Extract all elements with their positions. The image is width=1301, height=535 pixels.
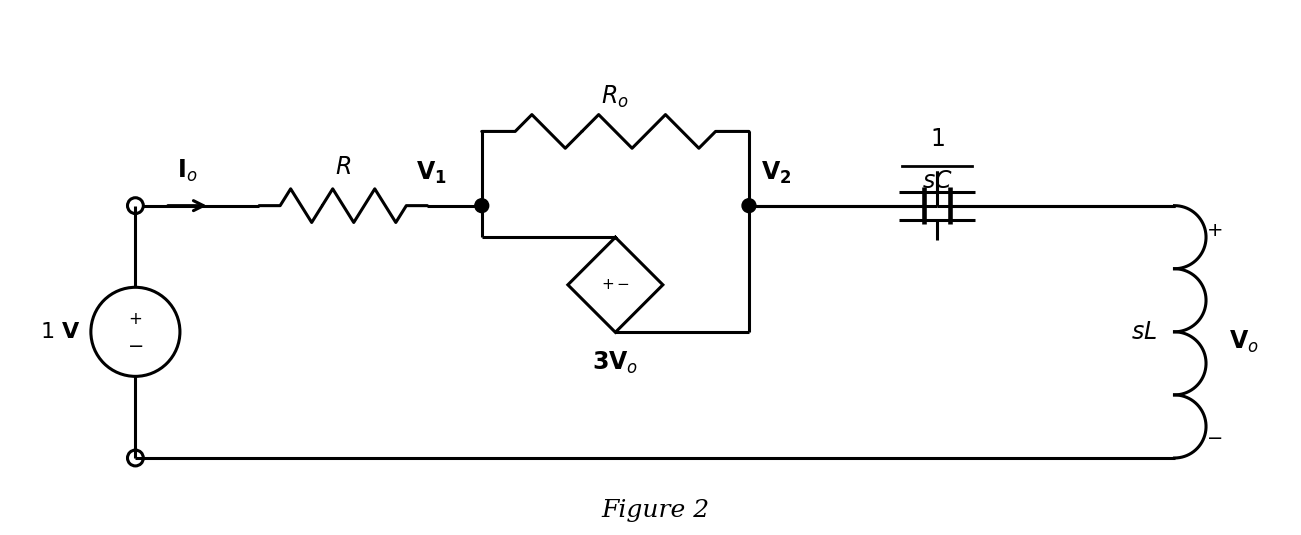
Text: $-$: $-$	[1206, 427, 1223, 446]
Text: $-$: $-$	[127, 335, 143, 354]
Text: $+$: $+$	[1206, 221, 1223, 240]
Text: $\mathit{R}$: $\mathit{R}$	[336, 155, 351, 179]
Text: $+$: $+$	[129, 310, 143, 328]
Text: $\mathit{R}_{o}$: $\mathit{R}_{o}$	[601, 83, 630, 110]
Text: $\mathbf{3V}_{o}$: $\mathbf{3V}_{o}$	[592, 350, 639, 376]
Text: $sL$: $sL$	[1131, 320, 1157, 344]
Text: $+-$: $+-$	[601, 277, 630, 292]
Text: $\mathbf{V_2}$: $\mathbf{V_2}$	[761, 159, 791, 186]
Text: $1\ \mathbf{V}$: $1\ \mathbf{V}$	[40, 322, 81, 342]
Text: $\mathbf{I}_{o}$: $\mathbf{I}_{o}$	[177, 158, 198, 184]
Circle shape	[475, 198, 489, 212]
Text: $\mathbf{V}_{o}$: $\mathbf{V}_{o}$	[1229, 328, 1259, 355]
Text: $sC$: $sC$	[921, 169, 952, 193]
Circle shape	[742, 198, 756, 212]
Text: $\mathbf{V_1}$: $\mathbf{V_1}$	[416, 159, 448, 186]
Text: $1$: $1$	[930, 127, 945, 151]
Text: Figure 2: Figure 2	[601, 499, 709, 522]
